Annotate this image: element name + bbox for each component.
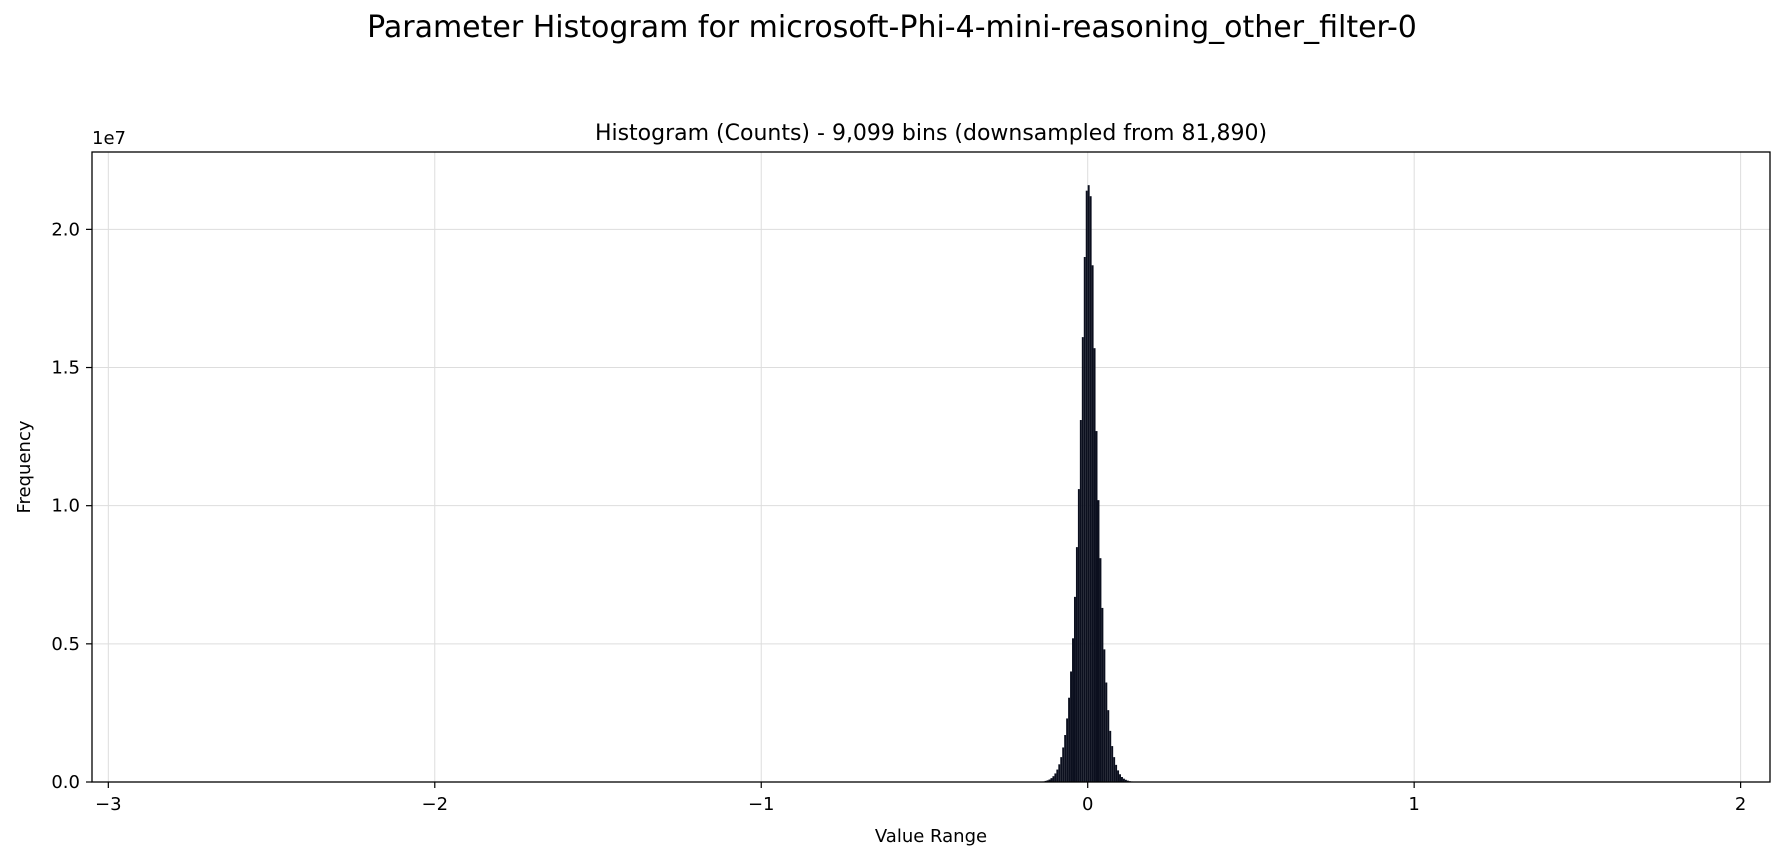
histogram-bar [1060, 757, 1063, 782]
histogram-bar [1052, 776, 1055, 782]
histogram-bar [1087, 185, 1090, 782]
histogram-bar [1072, 638, 1074, 782]
x-tick-label: 1 [1408, 794, 1419, 815]
histogram-bar [1126, 780, 1129, 782]
x-tick-label: −1 [748, 794, 775, 815]
histogram-bar [1068, 697, 1071, 782]
histogram-bar [1054, 773, 1057, 782]
x-tick-label: 2 [1735, 794, 1746, 815]
histogram-bar [1119, 774, 1121, 782]
x-tick-label: −3 [95, 794, 122, 815]
histogram-bar [1062, 747, 1065, 782]
histogram-bar [1058, 764, 1061, 782]
histogram-bar [1117, 770, 1120, 782]
histogram-bar [1091, 265, 1094, 783]
figure-title: Parameter Histogram for microsoft-Phi-4-… [367, 10, 1417, 45]
histogram-bar [1085, 190, 1088, 782]
grid-lines [92, 152, 1770, 783]
histogram-bar [1095, 431, 1098, 782]
histogram-bar [1115, 764, 1118, 782]
histogram-bar [1103, 649, 1106, 782]
y-tick-label: 1.0 [51, 496, 80, 517]
histogram-bar [1081, 337, 1084, 782]
histogram-bar [1064, 735, 1067, 782]
histogram-bar [1093, 348, 1096, 782]
histogram-bar [1099, 558, 1102, 782]
plot-frame [91, 151, 1771, 783]
y-tick-label: 0.5 [51, 634, 80, 655]
histogram-bar [1070, 671, 1073, 782]
axis-ticks: −3 −2 −1 0 1 2 0.0 0.5 1.0 1.5 2.0 [51, 219, 1746, 815]
histogram-bar [1111, 746, 1114, 782]
x-tick-label: 0 [1082, 794, 1093, 815]
y-tick-label: 0.0 [51, 772, 80, 793]
histogram-bar [1120, 777, 1123, 782]
histogram-bar [1077, 489, 1080, 782]
histogram-bars [1040, 185, 1135, 783]
y-axis-label: Frequency [14, 420, 35, 513]
histogram-bar [1107, 710, 1110, 782]
histogram-bar [1101, 607, 1104, 782]
histogram-bar [1066, 718, 1069, 782]
histogram-bar [1046, 780, 1049, 782]
histogram-bar [1113, 757, 1116, 782]
x-tick-label: −2 [422, 794, 449, 815]
x-axis-label: Value Range [875, 826, 987, 847]
histogram-bar [1079, 420, 1082, 782]
histogram-bar [1124, 779, 1127, 782]
chart-title: Histogram (Counts) - 9,099 bins (downsam… [595, 121, 1267, 146]
histogram-bar [1048, 779, 1051, 782]
histogram-bar [1122, 778, 1125, 782]
histogram-bar [1089, 196, 1092, 783]
histogram-bar [1083, 257, 1086, 782]
histogram-bar [1050, 778, 1053, 782]
histogram-bar [1097, 500, 1100, 782]
histogram-bar [1105, 682, 1108, 782]
y-tick-label: 1.5 [51, 358, 80, 379]
histogram-bar [1056, 769, 1059, 782]
histogram-bar [1109, 730, 1112, 782]
y-axis-scale-label: 1e7 [92, 128, 126, 149]
y-tick-label: 2.0 [51, 219, 80, 240]
histogram-bar [1075, 547, 1078, 782]
histogram-bar [1073, 596, 1076, 782]
